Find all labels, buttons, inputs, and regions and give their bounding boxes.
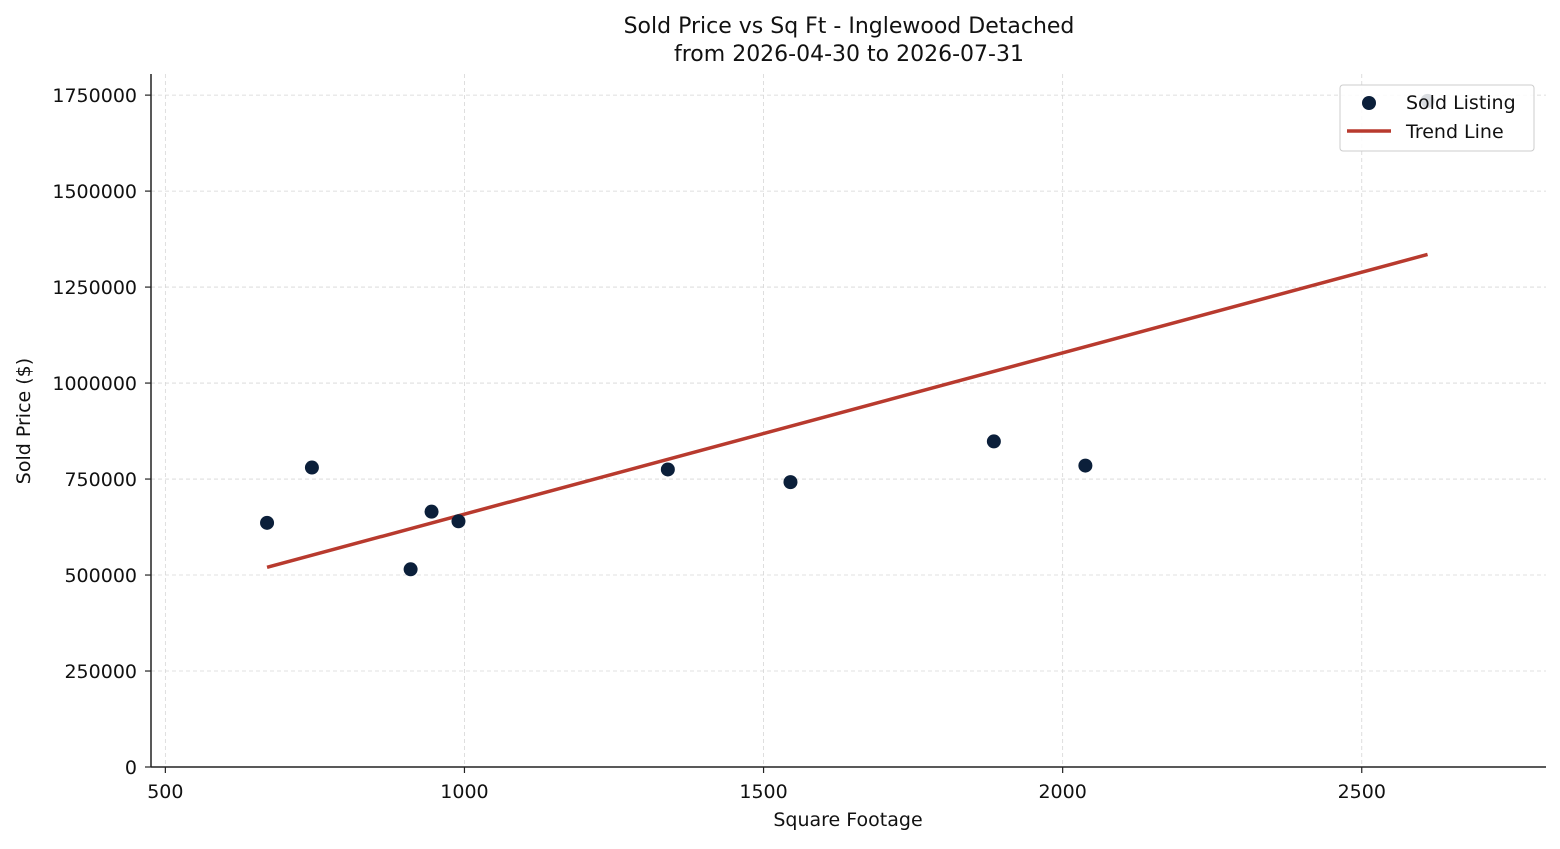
legend-marker-sold-listing bbox=[1362, 96, 1376, 110]
trend-line-layer bbox=[266, 252, 1429, 570]
y-tick-label: 1750000 bbox=[52, 85, 137, 107]
scatter-point bbox=[304, 460, 319, 475]
x-ticks: 500 1000 1500 2000 2500 bbox=[147, 767, 1386, 803]
axes bbox=[150, 74, 1546, 768]
x-tick-label: 2500 bbox=[1338, 781, 1386, 803]
scatter-point bbox=[260, 515, 275, 530]
grid bbox=[151, 74, 1546, 768]
scatter-points bbox=[260, 93, 1435, 577]
y-tick-label: 0 bbox=[125, 757, 137, 779]
legend: Sold Listing Trend Line bbox=[1339, 84, 1535, 152]
x-axis-label: Square Footage bbox=[773, 809, 922, 831]
y-tick-label: 750000 bbox=[64, 469, 137, 491]
legend-label-trend-line: Trend Line bbox=[1405, 121, 1504, 143]
x-tick-label: 1500 bbox=[739, 781, 787, 803]
scatter-point bbox=[986, 434, 1001, 449]
y-ticks: 0 250000 500000 750000 1000000 1250000 1500000… bbox=[52, 85, 151, 779]
scatter-point bbox=[1078, 458, 1093, 473]
scatter-point bbox=[424, 504, 439, 519]
scatter-point bbox=[783, 475, 798, 490]
trend-line bbox=[266, 252, 1429, 570]
chart-subtitle: from 2026-04-30 to 2026-07-31 bbox=[674, 42, 1024, 67]
x-tick-label: 1000 bbox=[440, 781, 488, 803]
scatter-point bbox=[451, 514, 466, 529]
scatter-point bbox=[403, 562, 418, 577]
chart-title: Sold Price vs Sq Ft - Inglewood Detached bbox=[624, 14, 1075, 39]
y-tick-label: 500000 bbox=[64, 565, 137, 587]
scatter-point bbox=[660, 462, 675, 477]
y-tick-label: 250000 bbox=[64, 661, 137, 683]
legend-label-sold-listing: Sold Listing bbox=[1406, 92, 1516, 114]
legend-box bbox=[1339, 84, 1535, 152]
y-tick-label: 1250000 bbox=[52, 277, 137, 299]
x-tick-label: 500 bbox=[147, 781, 183, 803]
x-tick-label: 2000 bbox=[1038, 781, 1086, 803]
y-tick-label: 1500000 bbox=[52, 181, 137, 203]
y-tick-label: 1000000 bbox=[52, 373, 137, 395]
y-axis-label: Sold Price ($) bbox=[13, 358, 35, 484]
